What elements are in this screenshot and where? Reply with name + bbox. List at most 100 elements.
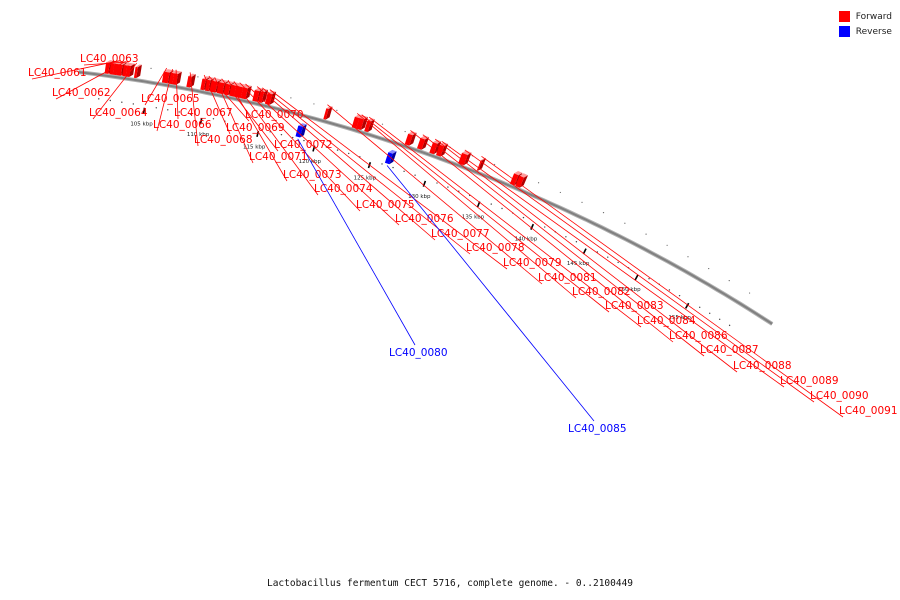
leader-line xyxy=(327,104,543,285)
gene-top-face xyxy=(359,115,368,120)
leader-line xyxy=(441,141,785,388)
ruler-dot xyxy=(666,244,668,246)
gene-label: LC40_0070 xyxy=(245,109,304,121)
gene-label: LC40_0086 xyxy=(669,330,728,342)
minor-tick xyxy=(718,318,721,320)
legend-item-forward: Forward xyxy=(838,9,892,24)
gene-label: LC40_0082 xyxy=(572,286,631,298)
gene-label: LC40_0083 xyxy=(605,300,664,312)
minor-tick xyxy=(699,306,701,309)
minor-tick xyxy=(565,236,567,238)
gene-top-face xyxy=(298,123,307,127)
minor-tick xyxy=(178,111,180,113)
gene-label: LC40_0073 xyxy=(283,169,342,181)
gene-side-face xyxy=(360,117,368,130)
gene-front-face xyxy=(351,116,360,129)
gene-label: LC40_0065 xyxy=(141,93,200,105)
reverse-swatch xyxy=(838,26,850,37)
minor-tick xyxy=(212,118,215,120)
gene-top-face xyxy=(519,173,528,178)
gene-side-face xyxy=(175,71,182,85)
gene-side-face xyxy=(389,151,397,165)
gene-label: LC40_0064 xyxy=(89,107,148,119)
ruler-dot xyxy=(728,280,730,282)
gene-front-face xyxy=(116,64,123,76)
gene-label: LC40_0068 xyxy=(194,134,253,146)
minor-tick xyxy=(678,294,681,297)
minor-tick xyxy=(709,312,711,314)
minor-tick xyxy=(292,136,294,139)
leader-line xyxy=(245,83,400,226)
minor-tick xyxy=(109,99,112,102)
gene-top-face xyxy=(462,150,472,155)
minor-tick xyxy=(121,101,123,103)
gene-label: LC40_0076 xyxy=(395,213,454,225)
gene-top-face xyxy=(254,87,264,92)
major-tick xyxy=(582,248,587,255)
minor-tick xyxy=(98,98,100,100)
gene-label: LC40_0071 xyxy=(249,151,308,163)
leader-line xyxy=(83,61,130,66)
gene-label: LC40_0069 xyxy=(226,122,285,134)
gene-front-face xyxy=(404,133,413,146)
gene-front-face xyxy=(258,91,265,103)
ruler-dot xyxy=(404,130,406,133)
gene-label: LC40_0091 xyxy=(839,405,898,417)
leader-line xyxy=(208,75,250,122)
ruler-dot xyxy=(708,267,710,270)
legend-label-forward: Forward xyxy=(855,11,892,22)
leader-line xyxy=(386,165,595,422)
gene-top-face xyxy=(243,85,252,89)
minor-tick xyxy=(246,125,249,128)
gene-front-face xyxy=(295,125,303,138)
ruler-dot xyxy=(748,292,751,294)
legend-label-reverse: Reverse xyxy=(855,26,892,37)
tick-label: 120 kbp xyxy=(299,159,322,165)
ruler-dot xyxy=(687,256,689,258)
minor-tick xyxy=(522,216,525,219)
gene-label: LC40_0061 xyxy=(28,67,87,79)
leader-line xyxy=(221,78,279,152)
gene-top-face xyxy=(326,106,333,109)
gene-top-face xyxy=(408,131,417,136)
minor-tick xyxy=(167,109,169,111)
gene-front-face xyxy=(223,83,231,96)
gene-top-face xyxy=(420,135,430,140)
gene-front-face xyxy=(252,90,260,102)
major-tick xyxy=(530,223,535,230)
ruler-dot xyxy=(624,222,626,224)
leader-line xyxy=(434,138,738,373)
gene-front-face xyxy=(240,87,248,100)
leader-line xyxy=(422,134,705,357)
gene-label: LC40_0066 xyxy=(153,119,212,131)
leader-line xyxy=(233,81,319,196)
ruler-dot xyxy=(537,182,540,184)
gene-label: LC40_0084 xyxy=(637,315,696,327)
gene-label: LC40_0085 xyxy=(568,423,627,435)
minor-tick xyxy=(381,163,383,165)
major-tick xyxy=(684,302,690,309)
gene-feature xyxy=(133,64,142,79)
major-tick xyxy=(634,274,639,281)
minor-tick xyxy=(348,152,350,155)
gene-front-face xyxy=(161,71,170,84)
gene-top-face xyxy=(211,78,222,82)
gene-front-face xyxy=(384,152,393,165)
ruler-dot xyxy=(493,163,496,166)
gene-label: LC40_0090 xyxy=(810,390,869,402)
leader-line xyxy=(92,62,138,120)
leader-line xyxy=(239,82,361,212)
leader-line xyxy=(464,149,815,403)
gene-front-face xyxy=(229,84,237,97)
tick-label: 155 kbp xyxy=(668,315,691,321)
gene-top-face xyxy=(439,142,449,147)
forward-swatch xyxy=(838,11,850,22)
gene-front-face xyxy=(200,78,206,91)
leader-line xyxy=(175,69,179,120)
gene-side-face xyxy=(519,175,528,188)
leader-line xyxy=(156,69,173,132)
minor-tick xyxy=(132,103,135,105)
tick-label: 110 kbp xyxy=(187,132,210,138)
gene-label: LC40_0063 xyxy=(80,53,139,65)
label-layer: LC40_0061 LC40_0062 LC40_0063 LC40_0064 LC40… xyxy=(28,53,898,435)
